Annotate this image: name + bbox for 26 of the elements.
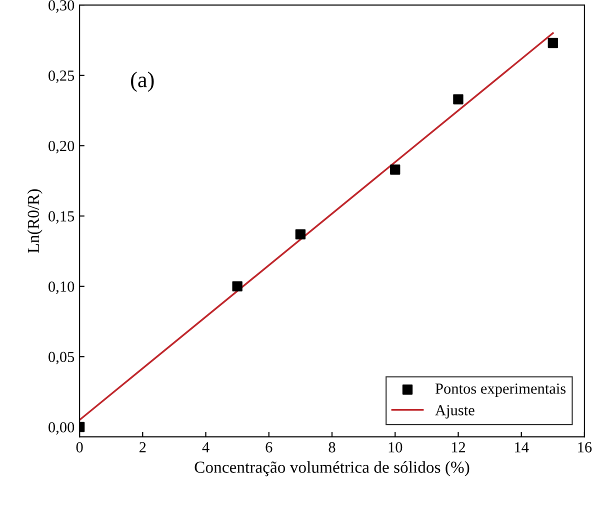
y-tick-label: 0,05 [48, 352, 74, 364]
legend-label: Ajuste [435, 405, 474, 418]
x-tick-label: 6 [266, 442, 272, 452]
y-axis-title: Ln(R0/R) [27, 189, 42, 253]
x-tick-label: 10 [388, 442, 402, 452]
point [453, 94, 464, 104]
point [548, 38, 558, 48]
annotation: (a) [131, 72, 154, 92]
x-tick-label: 16 [578, 442, 592, 452]
point [390, 164, 400, 175]
y-tick-label: 0,30 [48, 0, 74, 13]
x-tick-label: 2 [140, 442, 146, 452]
x-tick-label: 12 [452, 442, 466, 452]
x-tick-label: 0 [76, 442, 83, 452]
x-tick-label: 14 [515, 442, 529, 452]
y-tick-label: 0,10 [48, 281, 74, 294]
x-axis-title: Concentração volumétrica de sólidos (%) [194, 461, 470, 476]
x-tick-label: 8 [328, 442, 336, 452]
legend-label: Pontos experimentais [435, 384, 566, 397]
x-tick-label: 4 [202, 442, 210, 452]
y-tick-label: 0,25 [48, 70, 74, 84]
point [295, 229, 306, 240]
y-tick-label: 0,20 [48, 140, 74, 154]
y-tick-label: 0,00 [48, 422, 74, 435]
point [232, 281, 242, 292]
y-tick-label: 0,15 [48, 211, 74, 224]
